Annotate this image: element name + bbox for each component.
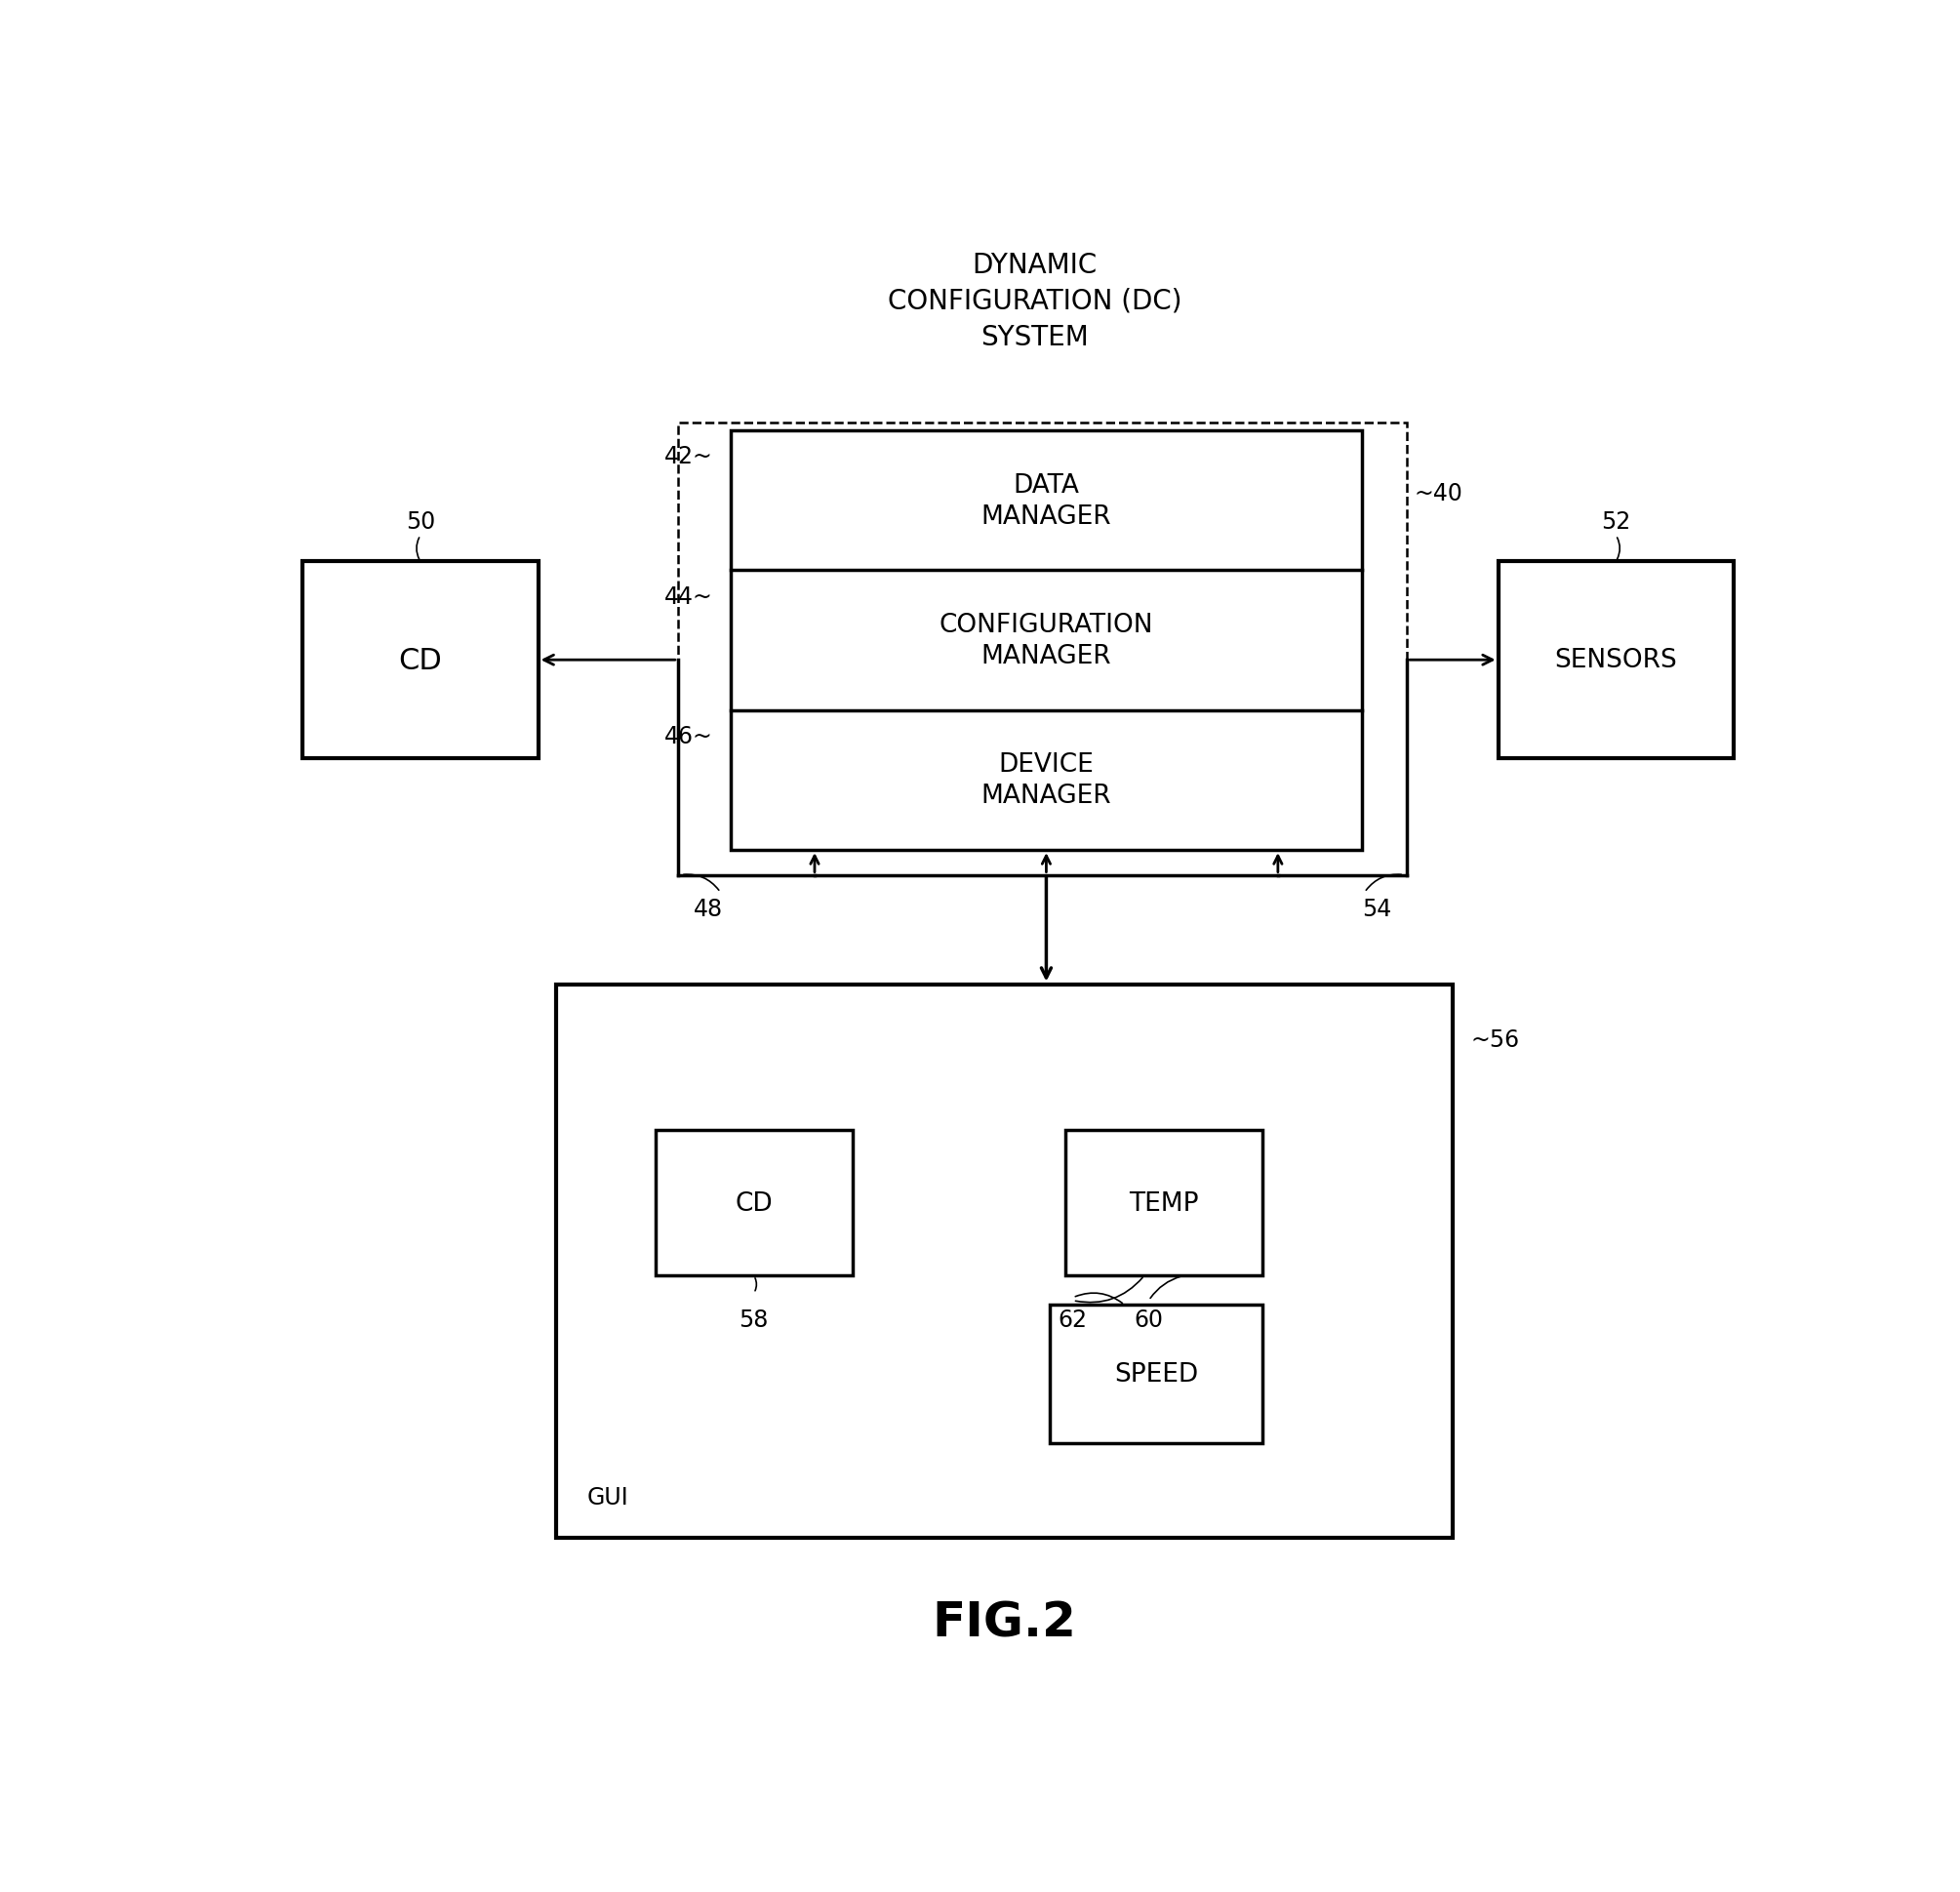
Text: 44~: 44~ — [664, 585, 713, 607]
Text: CD: CD — [735, 1190, 772, 1217]
Text: 54: 54 — [1362, 897, 1392, 921]
Text: SPEED: SPEED — [1115, 1362, 1198, 1387]
Bar — [1066, 1130, 1262, 1275]
Text: ~40: ~40 — [1415, 482, 1464, 505]
Text: ~56: ~56 — [1470, 1027, 1519, 1052]
Text: 50: 50 — [406, 509, 435, 534]
Bar — [678, 424, 1407, 876]
Text: 60: 60 — [1135, 1307, 1164, 1332]
Text: FIG.2: FIG.2 — [933, 1599, 1076, 1646]
Text: 46~: 46~ — [664, 725, 713, 747]
Text: DEVICE
MANAGER: DEVICE MANAGER — [982, 753, 1111, 810]
Bar — [655, 1130, 853, 1275]
Text: CONFIGURATION
MANAGER: CONFIGURATION MANAGER — [939, 613, 1152, 670]
Text: GUI: GUI — [586, 1485, 629, 1510]
Bar — [1051, 1305, 1262, 1444]
Text: 62: 62 — [1058, 1307, 1088, 1332]
Text: SENSORS: SENSORS — [1554, 647, 1678, 674]
Bar — [731, 431, 1362, 851]
Bar — [1497, 562, 1735, 759]
Text: TEMP: TEMP — [1129, 1190, 1200, 1217]
Text: 58: 58 — [739, 1307, 768, 1332]
Text: CD: CD — [398, 647, 443, 675]
Text: 52: 52 — [1601, 509, 1631, 534]
Bar — [557, 984, 1452, 1538]
Text: DATA
MANAGER: DATA MANAGER — [982, 473, 1111, 530]
Text: DYNAMIC
CONFIGURATION (DC)
SYSTEM: DYNAMIC CONFIGURATION (DC) SYSTEM — [888, 252, 1182, 350]
Text: 48: 48 — [694, 897, 723, 921]
Bar — [302, 562, 539, 759]
Text: 42~: 42~ — [664, 445, 713, 469]
